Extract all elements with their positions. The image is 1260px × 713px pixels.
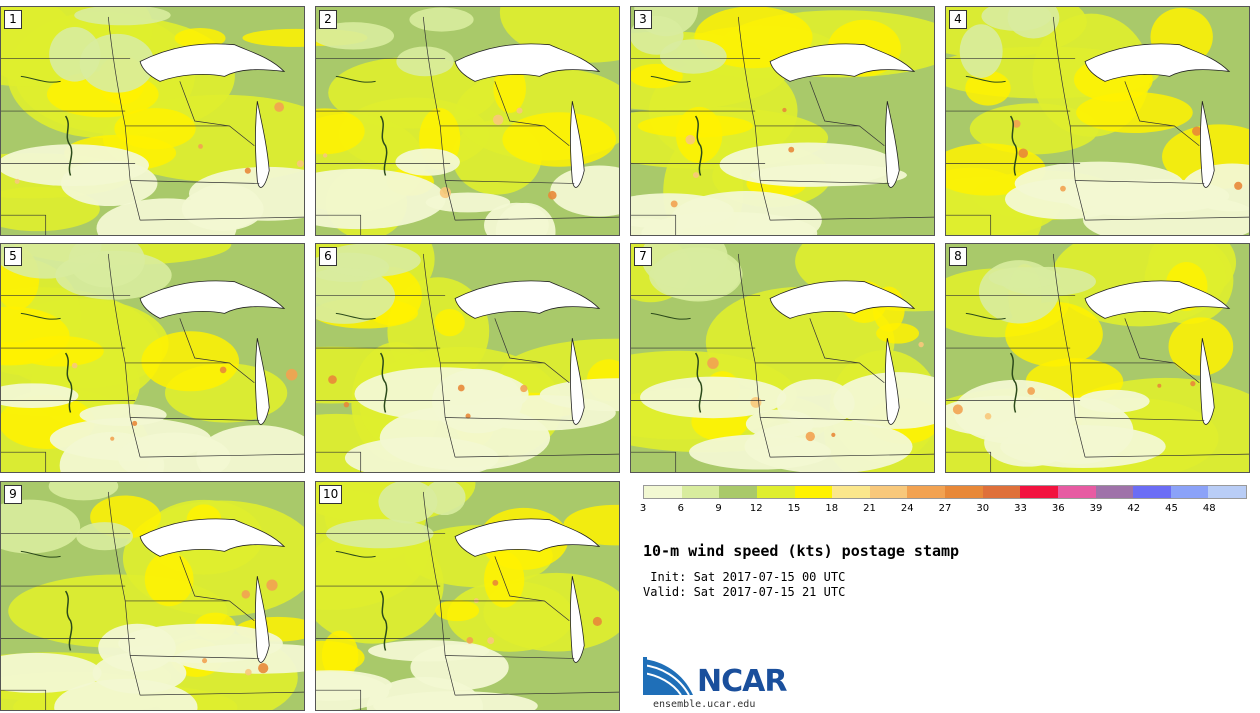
- panel-number: 3: [634, 10, 652, 29]
- wind-map: [1, 7, 304, 235]
- colorbar-tick-label: 30: [976, 503, 990, 514]
- panel-number: 2: [319, 10, 337, 29]
- colorbar-ticks: 3 6 9 12 15 18 21 24 27 30 33 36 39 42 45 48: [639, 503, 1247, 517]
- panel-number: 9: [4, 485, 22, 504]
- valid-time: Valid: Sat 2017-07-15 21 UTC: [643, 585, 846, 599]
- wind-map: [1, 482, 304, 710]
- site-url[interactable]: ensemble.ucar.edu: [653, 699, 756, 710]
- chart-title: 10-m wind speed (kts) postage stamp: [643, 542, 960, 560]
- colorbar-tick-label: 33: [1014, 503, 1027, 514]
- colorbar-segment: [1057, 486, 1096, 498]
- colorbar-tick-label: 24: [900, 503, 914, 514]
- panel-number: 4: [949, 10, 967, 29]
- wind-map: [946, 7, 1249, 235]
- wind-map: [1, 244, 304, 472]
- colorbar-tick-label: 15: [787, 503, 801, 514]
- panel-number: 10: [319, 485, 343, 504]
- panel-number: 8: [949, 247, 967, 266]
- wind-map: [946, 244, 1249, 472]
- colorbar-tick-label: 45: [1165, 503, 1178, 514]
- colorbar-tick-label: 48: [1202, 503, 1216, 514]
- map-panel-6: 6: [315, 243, 620, 473]
- colorbar-segment: [1170, 486, 1209, 498]
- map-panel-1: 1: [0, 6, 305, 236]
- colorbar: [643, 485, 1247, 499]
- map-panel-10: 10: [315, 481, 620, 711]
- colorbar-segment: [1133, 486, 1171, 498]
- panel-number: 5: [4, 247, 22, 266]
- map-panel-5: 5: [0, 243, 305, 473]
- init-time: Init: Sat 2017-07-15 00 UTC: [643, 570, 846, 584]
- panel-number: 7: [634, 247, 652, 266]
- wind-map: [631, 7, 934, 235]
- map-panel-4: 4: [945, 6, 1250, 236]
- map-panel-8: 8: [945, 243, 1250, 473]
- colorbar-tick-label: 27: [938, 503, 952, 514]
- colorbar-tick-label: 18: [825, 503, 839, 514]
- colorbar-segment: [832, 486, 870, 498]
- colorbar-tick-label: 6: [677, 503, 684, 514]
- colorbar-tick-label: 42: [1127, 503, 1141, 514]
- colorbar-segment: [644, 486, 682, 498]
- ncar-logo-icon: [643, 657, 693, 696]
- colorbar-segment: [719, 486, 757, 498]
- colorbar-tick-label: 36: [1051, 503, 1065, 514]
- colorbar-segment: [1208, 486, 1246, 498]
- map-panel-2: 2: [315, 6, 620, 236]
- colorbar-segment: [794, 486, 833, 498]
- colorbar-tick-label: 9: [715, 503, 722, 514]
- wind-map: [631, 244, 934, 472]
- wind-map: [316, 482, 619, 710]
- panel-number: 1: [4, 10, 22, 29]
- map-panel-9: 9: [0, 481, 305, 711]
- map-panel-3: 3: [630, 6, 935, 236]
- colorbar-segment: [869, 486, 908, 498]
- colorbar-segment: [756, 486, 795, 498]
- logo-text: NCAR: [697, 664, 787, 699]
- colorbar-tick-label: 12: [749, 503, 763, 514]
- colorbar-segment: [907, 486, 945, 498]
- colorbar-segment: [945, 486, 983, 498]
- wind-map: [316, 7, 619, 235]
- panel-number: 6: [319, 247, 337, 266]
- map-panel-7: 7: [630, 243, 935, 473]
- colorbar-tick-label: 39: [1089, 503, 1103, 514]
- colorbar-tick-label: 21: [863, 503, 876, 514]
- colorbar-tick-label: 3: [639, 503, 647, 514]
- colorbar-segment: [1020, 486, 1058, 498]
- wind-map: [316, 244, 619, 472]
- colorbar-segment: [982, 486, 1021, 498]
- colorbar-segment: [1095, 486, 1134, 498]
- colorbar-segment: [681, 486, 720, 498]
